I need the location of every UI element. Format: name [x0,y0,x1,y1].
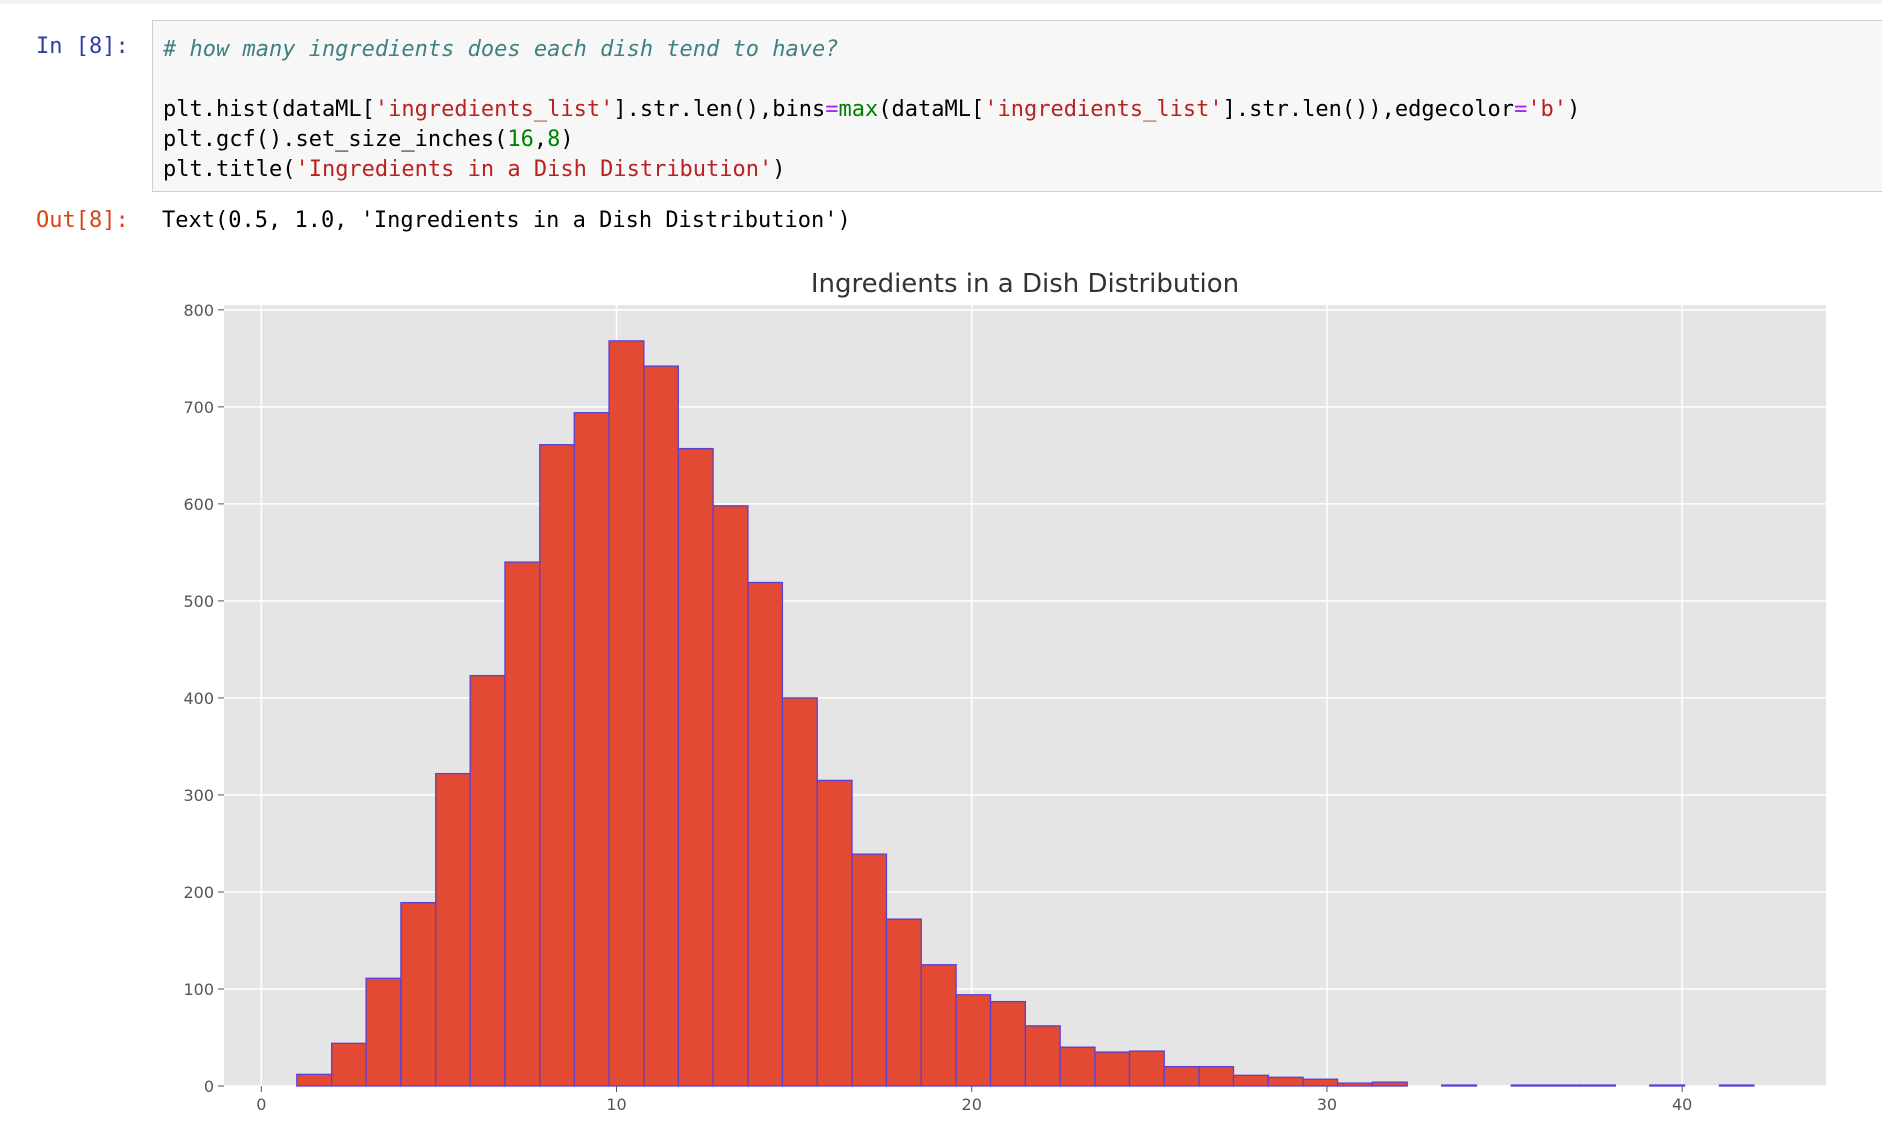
histogram-bar [989,1000,1027,1087]
histogram-bar [608,340,645,1087]
y-tick-label: 500 [183,592,214,611]
histogram-bar [1579,1084,1617,1087]
histogram-bar [539,444,575,1087]
histogram-bar [1163,1065,1200,1087]
histogram-bar [1371,1081,1408,1087]
histogram-bar [1336,1082,1374,1087]
code-token: ) [1567,97,1581,122]
code-line: # how many ingredients does each dish te… [163,35,839,65]
histogram-bar [1718,1084,1755,1087]
histogram-bar [851,853,888,1087]
y-tick-label: 400 [183,689,214,708]
y-tick-label: 800 [183,301,214,320]
histogram-bar [504,561,541,1087]
x-tick-label: 40 [1672,1095,1692,1114]
histogram-bar [747,581,784,1087]
code-token: ].str.len()),edgecolor [1222,97,1515,122]
code-token: plt.gcf().set_size_inches( [163,127,508,152]
code-token: (dataML[ [878,97,985,122]
code-token: 'Ingredients in a Dish Distribution' [295,157,773,182]
histogram-bar [677,447,714,1087]
histogram-bar [920,964,957,1087]
histogram-bar [400,901,437,1087]
histogram-bar [955,994,992,1087]
histogram-bar [1059,1046,1096,1087]
code-token: , [533,127,548,152]
code-token: ) [560,127,574,152]
x-tick-label: 0 [256,1095,266,1114]
histogram-bar [1302,1078,1339,1087]
histogram-bar [1441,1084,1478,1087]
y-tick-label: 300 [183,786,214,805]
code-token: plt.title( [163,157,296,182]
histogram-bar [469,674,506,1087]
histogram-bar [885,918,922,1087]
code-token: plt.hist(dataML[ [163,97,375,122]
code-line: plt.gcf().set_size_inches(16,8) [163,125,574,155]
y-tick-label: 600 [183,495,214,514]
histogram-bar [712,505,749,1087]
output-prompt: Out[8]: [36,208,129,233]
y-tick-label: 700 [183,398,214,417]
chart-title: Ingredients in a Dish Distribution [811,269,1239,299]
x-tick-label: 10 [606,1095,626,1114]
code-token: 8 [547,127,561,152]
input-prompt: In [8]: [36,34,129,59]
histogram-bar [1198,1065,1235,1087]
code-token: 'ingredients_list' [984,97,1223,122]
histogram-bar [1232,1074,1269,1087]
histogram-bar [1267,1076,1304,1087]
code-line: plt.hist(dataML['ingredients_list'].str.… [163,95,1580,125]
histogram-bar [1649,1084,1686,1087]
y-tick-label: 200 [183,883,214,902]
code-token: 16 [507,127,534,152]
code-token: = [825,97,839,122]
histogram-bar [330,1042,367,1087]
y-tick-label: 100 [183,980,214,999]
top-divider [0,0,1882,4]
code-token: max [838,97,879,122]
histogram-bar [781,697,818,1087]
code-token: 'ingredients_list' [374,97,614,122]
histogram-bar [365,977,402,1087]
code-token: ].str.len(),bins [613,97,826,122]
histogram-bar [296,1073,333,1087]
histogram-bar [435,772,471,1087]
code-cell-editor[interactable]: # how many ingredients does each dish te… [152,20,1882,192]
x-tick-label: 20 [962,1095,982,1114]
histogram-bar [1024,1025,1061,1087]
histogram-bar [1545,1084,1582,1087]
histogram-bar [573,412,610,1087]
histogram-bar [816,779,853,1087]
histogram-bar [1128,1050,1165,1087]
x-tick-label: 30 [1317,1095,1337,1114]
code-token: # how many ingredients does each dish te… [163,37,839,62]
y-tick-label: 0 [204,1077,214,1096]
code-token: 'b' [1527,97,1568,122]
code-token: = [1514,97,1528,122]
code-line: plt.title('Ingredients in a Dish Distrib… [163,155,786,185]
histogram-bar [1510,1084,1547,1087]
code-token: ) [772,157,786,182]
histogram-bar [1094,1051,1131,1087]
histogram-bar [643,365,679,1087]
output-text: Text(0.5, 1.0, 'Ingredients in a Dish Di… [162,208,851,233]
